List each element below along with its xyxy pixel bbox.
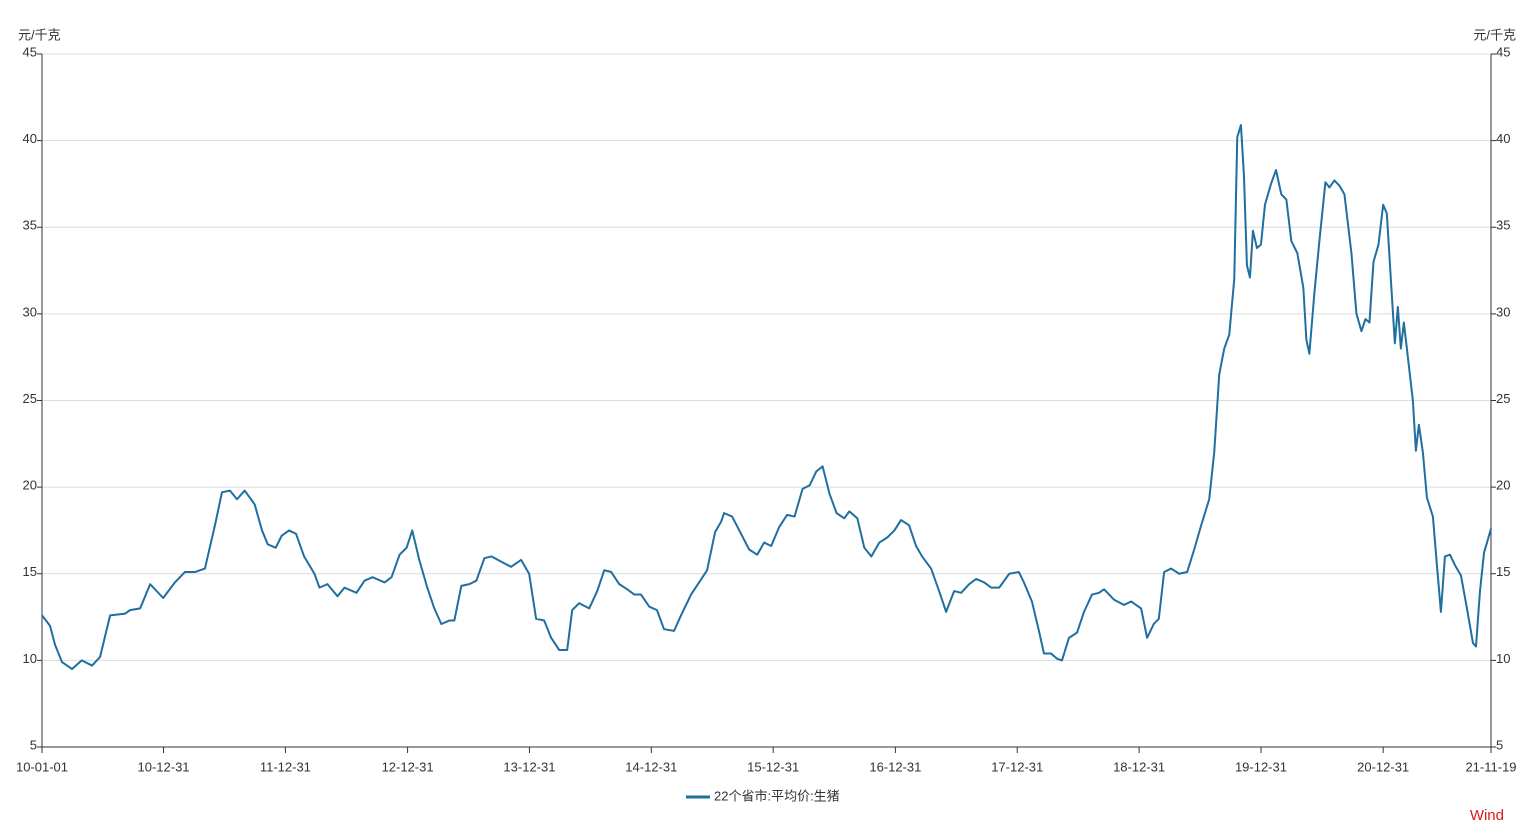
x-tick-label: 14-12-31	[625, 759, 677, 774]
x-tick-label: 17-12-31	[991, 759, 1043, 774]
x-tick-label: 12-12-31	[382, 759, 434, 774]
y-tick-label: 25	[23, 391, 37, 406]
y2-tick-label: 5	[1496, 737, 1503, 752]
x-tick-label: 16-12-31	[869, 759, 921, 774]
y2-tick-label: 15	[1496, 564, 1510, 579]
y-tick-label: 10	[23, 651, 37, 666]
y2-tick-label: 40	[1496, 131, 1510, 146]
x-tick-label: 15-12-31	[747, 759, 799, 774]
source-label: Wind	[1470, 807, 1504, 824]
series-line	[41, 124, 1492, 671]
x-tick-label: 18-12-31	[1113, 759, 1165, 774]
x-tick-label: 13-12-31	[503, 759, 555, 774]
y-axis-title: 元/千克	[18, 27, 61, 42]
y2-tick-label: 10	[1496, 651, 1510, 666]
y2-tick-label: 35	[1496, 218, 1510, 233]
y-tick-label: 15	[23, 564, 37, 579]
y2-tick-label: 45	[1496, 44, 1510, 59]
x-tick-label: 21-11-19	[1465, 759, 1516, 774]
y2-tick-label: 30	[1496, 304, 1510, 319]
y-tick-label: 45	[23, 44, 37, 59]
x-tick-label: 20-12-31	[1357, 759, 1409, 774]
y2-tick-label: 20	[1496, 478, 1510, 493]
x-tick-label: 19-12-31	[1235, 759, 1287, 774]
x-tick-label: 11-12-31	[260, 759, 311, 774]
x-tick-label: 10-12-31	[138, 759, 190, 774]
y2-axis-title: 元/千克	[1473, 27, 1516, 42]
y-tick-label: 20	[23, 478, 37, 493]
y-tick-label: 5	[30, 737, 37, 752]
y-tick-label: 30	[23, 304, 37, 319]
legend-label: 22个省市:平均价:生猪	[714, 788, 840, 803]
y-tick-label: 35	[23, 218, 37, 233]
y2-tick-label: 25	[1496, 391, 1510, 406]
x-tick-label: 10-01-01	[16, 759, 68, 774]
y-tick-label: 40	[23, 131, 37, 146]
